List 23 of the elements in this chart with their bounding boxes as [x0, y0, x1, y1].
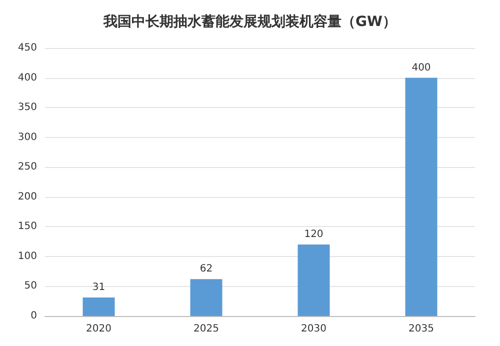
y-tick-label: 400: [18, 72, 37, 84]
y-tick-label: 100: [18, 250, 37, 262]
y-tick-label: 450: [18, 42, 37, 54]
bar: [298, 244, 330, 316]
y-tick-label: 300: [18, 132, 37, 143]
bar: [82, 298, 115, 316]
data-label: 400: [412, 62, 431, 74]
y-tick-label: 200: [18, 191, 37, 202]
x-tick-label: 2035: [408, 324, 434, 334]
y-tick-label: 0: [30, 310, 37, 322]
x-tick-label: 2025: [194, 324, 219, 334]
y-tick-label: 250: [18, 162, 37, 173]
bar: [190, 279, 222, 316]
data-label: 62: [200, 264, 213, 275]
data-label: 31: [92, 282, 106, 294]
x-tick-label: 2020: [86, 324, 112, 334]
chart-title: 我国中长期抽水蓄能发展规划装机容量（GW）: [102, 13, 396, 30]
y-tick-label: 150: [18, 221, 37, 232]
bar: [405, 78, 438, 316]
y-tick-label: 50: [24, 280, 37, 292]
x-tick-label: 2030: [301, 324, 326, 334]
y-tick-label: 350: [18, 102, 37, 114]
data-label: 120: [304, 229, 324, 240]
